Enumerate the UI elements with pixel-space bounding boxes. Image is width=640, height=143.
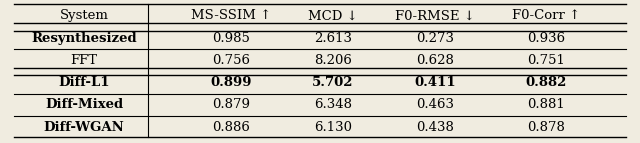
Text: Diff-Mixed: Diff-Mixed: [45, 98, 124, 111]
Text: 0.899: 0.899: [210, 76, 252, 89]
Text: 0.881: 0.881: [527, 98, 565, 111]
Text: 6.130: 6.130: [314, 121, 352, 134]
Text: MCD ↓: MCD ↓: [308, 9, 358, 22]
Text: 0.273: 0.273: [416, 32, 454, 45]
Text: FFT: FFT: [71, 54, 98, 67]
Text: F0-Corr ↑: F0-Corr ↑: [512, 9, 580, 22]
Text: 8.206: 8.206: [314, 54, 352, 67]
Text: 0.882: 0.882: [525, 76, 567, 89]
Text: Diff-WGAN: Diff-WGAN: [44, 121, 125, 134]
Text: 0.438: 0.438: [416, 121, 454, 134]
Text: Diff-L1: Diff-L1: [58, 76, 110, 89]
Text: MS-SSIM ↑: MS-SSIM ↑: [191, 9, 271, 22]
Text: 0.985: 0.985: [212, 32, 250, 45]
Text: 0.756: 0.756: [212, 54, 250, 67]
Text: 0.463: 0.463: [416, 98, 454, 111]
Text: Resynthesized: Resynthesized: [31, 32, 137, 45]
Text: 5.702: 5.702: [312, 76, 353, 89]
Text: 2.613: 2.613: [314, 32, 352, 45]
Text: 0.878: 0.878: [527, 121, 565, 134]
Text: 0.886: 0.886: [212, 121, 250, 134]
Text: 0.936: 0.936: [527, 32, 565, 45]
Text: 0.628: 0.628: [416, 54, 454, 67]
Text: 0.411: 0.411: [414, 76, 456, 89]
Text: 0.879: 0.879: [212, 98, 250, 111]
Text: F0-RMSE ↓: F0-RMSE ↓: [395, 9, 475, 22]
Text: System: System: [60, 9, 109, 22]
Text: 6.348: 6.348: [314, 98, 352, 111]
Text: 0.751: 0.751: [527, 54, 565, 67]
